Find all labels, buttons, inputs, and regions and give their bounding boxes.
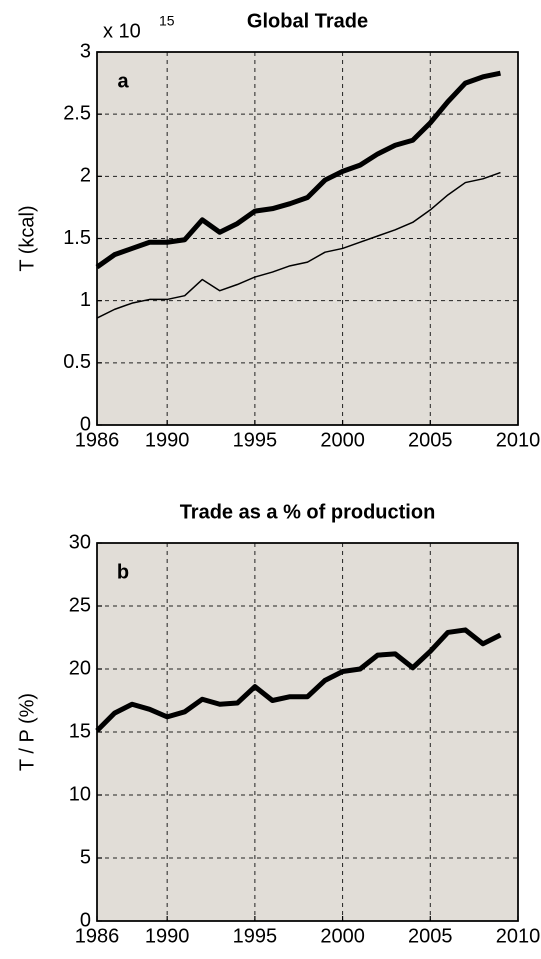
y-tick-label: 20	[69, 657, 91, 679]
x-tick-label: 1986	[75, 925, 120, 947]
y-tick-label: 1.5	[63, 227, 91, 249]
x-tick-label: 1995	[233, 429, 278, 451]
y-tick-label: 0	[80, 909, 91, 931]
y-tick-label: 25	[69, 594, 91, 616]
y-multiplier-exponent: 15	[159, 13, 175, 29]
panel-label-bg	[109, 555, 137, 589]
y-multiplier: x 10	[103, 20, 141, 42]
x-tick-label: 2000	[320, 925, 365, 947]
y-tick-label: 0	[80, 413, 91, 435]
y-axis-label: T (kcal)	[16, 205, 38, 271]
y-tick-label: 5	[80, 846, 91, 868]
y-axis-label: T / P (%)	[16, 693, 38, 771]
x-tick-label: 1986	[75, 429, 120, 451]
x-tick-label: 2005	[408, 925, 453, 947]
y-tick-label: 0.5	[63, 351, 91, 373]
plot-frame	[96, 51, 519, 426]
x-tick-label: 1995	[233, 925, 278, 947]
y-tick-label: 3	[80, 40, 91, 62]
y-tick-label: 10	[69, 783, 91, 805]
x-tick-label: 1990	[145, 429, 190, 451]
x-tick-label: 2010	[496, 925, 541, 947]
x-tick-label: 2010	[496, 429, 541, 451]
panel-label: a	[117, 70, 129, 92]
chart-title: Trade as a % of production	[180, 501, 436, 523]
panel-label-bg	[109, 64, 137, 98]
y-tick-label: 2	[80, 165, 91, 187]
y-tick-label: 1	[80, 289, 91, 311]
y-tick-label: 15	[69, 720, 91, 742]
plot-frame	[96, 542, 519, 922]
x-tick-label: 2000	[320, 429, 365, 451]
chart-title: Global Trade	[247, 10, 368, 32]
panel-label: b	[117, 561, 129, 583]
y-tick-label: 30	[69, 531, 91, 553]
data-line	[95, 627, 502, 733]
x-tick-label: 2005	[408, 429, 453, 451]
y-tick-label: 2.5	[63, 102, 91, 124]
data-line	[96, 171, 501, 319]
data-line	[95, 70, 501, 270]
x-tick-label: 1990	[145, 925, 190, 947]
